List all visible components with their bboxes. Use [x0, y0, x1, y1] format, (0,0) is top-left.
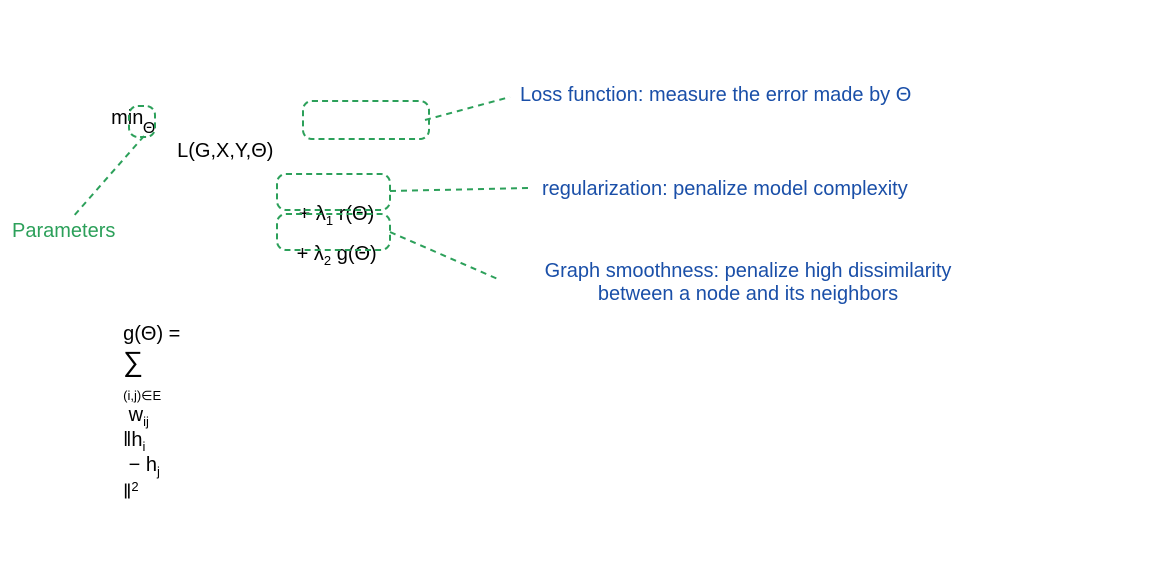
- smooth-text-line1: Graph smoothness: penalize high dissimil…: [508, 260, 988, 283]
- loss-text: Loss function: measure the error made by…: [520, 84, 911, 106]
- gexp-minus: − h: [123, 454, 157, 476]
- reg-label: regularization: penalize model complexit…: [542, 178, 908, 201]
- gexp-pow: 2: [131, 479, 138, 494]
- smooth-text-line2: between a node and its neighbors: [508, 283, 988, 306]
- gexp-hi: i: [143, 439, 146, 454]
- gexp-hj: j: [157, 464, 160, 479]
- theta-highlight-box: [128, 105, 156, 138]
- smooth-highlight-box: [276, 213, 391, 251]
- loss-label: Loss function: measure the error made by…: [520, 84, 911, 107]
- reg-text: regularization: penalize model complexit…: [542, 178, 908, 200]
- gexp-sum-sub: (i,j)∈E: [123, 388, 161, 403]
- gexp-left: g(Θ) =: [123, 323, 186, 345]
- gexp-sum: ∑: [123, 346, 143, 377]
- loss-highlight-box: [302, 100, 430, 140]
- parameters-label: Parameters: [12, 220, 115, 243]
- reg-highlight-box: [276, 173, 391, 211]
- loss-term-text: L(G,X,Y,Θ): [177, 140, 273, 162]
- smooth-label: Graph smoothness: penalize high dissimil…: [508, 260, 988, 306]
- gexp-norm: ‖h: [123, 429, 142, 451]
- formula-smooth-expansion: g(Θ) = ∑ (i,j)∈E wij ‖hi − hj ‖2: [112, 300, 186, 505]
- gexp-wij: ij: [143, 414, 149, 429]
- gexp-body: w: [123, 404, 143, 426]
- parameters-text: Parameters: [12, 220, 115, 242]
- formula-loss: L(G,X,Y,Θ): [166, 117, 273, 163]
